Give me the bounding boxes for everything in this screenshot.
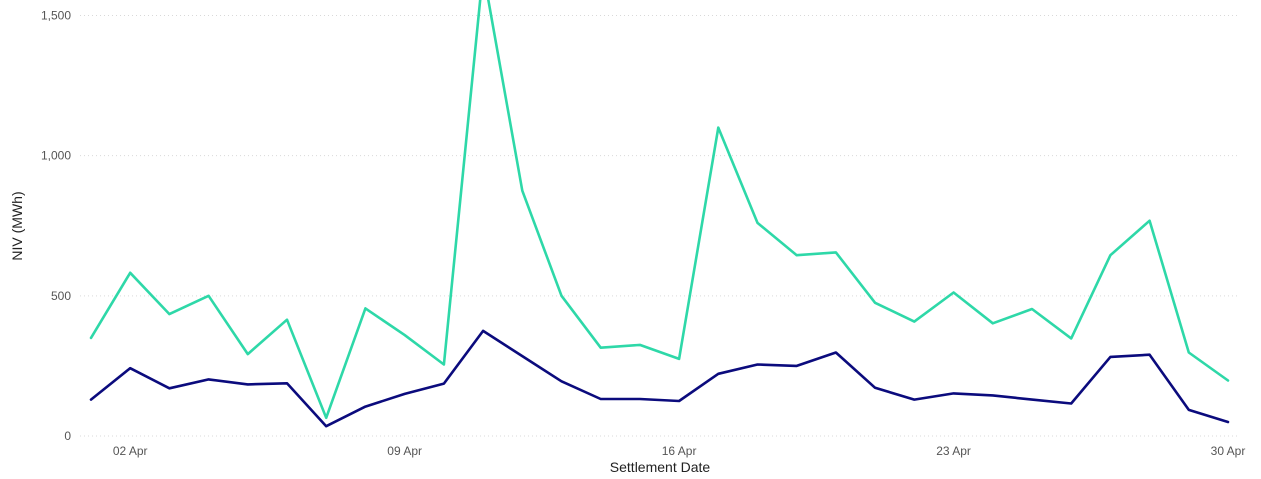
y-tick-label: 1,500 [41, 9, 71, 23]
x-tick-label: 02 Apr [113, 444, 148, 458]
x-tick-label: 09 Apr [387, 444, 422, 458]
x-tick-label: 23 Apr [936, 444, 971, 458]
series-line-2 [89, 329, 1230, 428]
x-tick-label: 16 Apr [662, 444, 697, 458]
y-axis-ticks: 0 500 1,000 1,500 [41, 9, 71, 444]
y-axis-title: NIV (MWh) [9, 191, 25, 260]
x-axis-title: Settlement Date [610, 459, 711, 475]
x-axis-ticks: 02 Apr 09 Apr 16 Apr 23 Apr 30 Apr [113, 444, 1245, 458]
series-lines [89, 0, 1230, 428]
series-line-1 [89, 0, 1230, 420]
gridlines [80, 15, 1240, 437]
y-tick-label: 0 [64, 429, 71, 443]
x-tick-label: 30 Apr [1211, 444, 1246, 458]
y-tick-label: 1,000 [41, 149, 71, 163]
y-tick-label: 500 [51, 289, 71, 303]
